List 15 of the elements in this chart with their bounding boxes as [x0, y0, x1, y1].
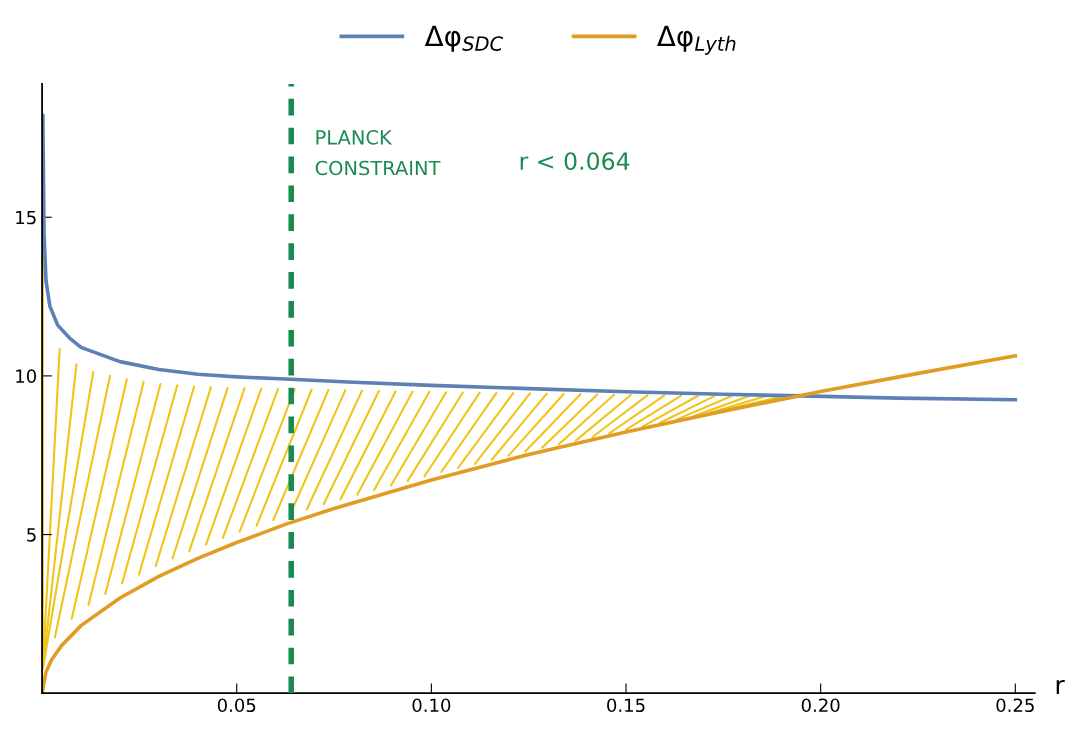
- x-axis-title: r: [1056, 679, 1065, 694]
- legend-label: Δφ$_{SDC}$: [424, 25, 504, 52]
- x-tick-label: 0.10: [412, 698, 451, 713]
- x-tick-label: 0.25: [996, 698, 1034, 713]
- line-series: [42, 354, 1018, 694]
- y-tick-label: 15: [16, 210, 36, 225]
- line-series: [42, 113, 1018, 402]
- annotation: r < 0.064: [520, 152, 630, 171]
- y-tick-label: 10: [16, 369, 37, 384]
- x-tick-label: 0.15: [607, 698, 645, 713]
- x-tick-label: 0.05: [217, 698, 256, 713]
- ref-line-label: PLANCK CONSTRAINT: [315, 130, 441, 176]
- legend-label: Δφ$_{Lyth}$: [657, 25, 736, 55]
- x-tick-label: 0.20: [801, 698, 840, 713]
- y-tick-label: 5: [27, 528, 36, 542]
